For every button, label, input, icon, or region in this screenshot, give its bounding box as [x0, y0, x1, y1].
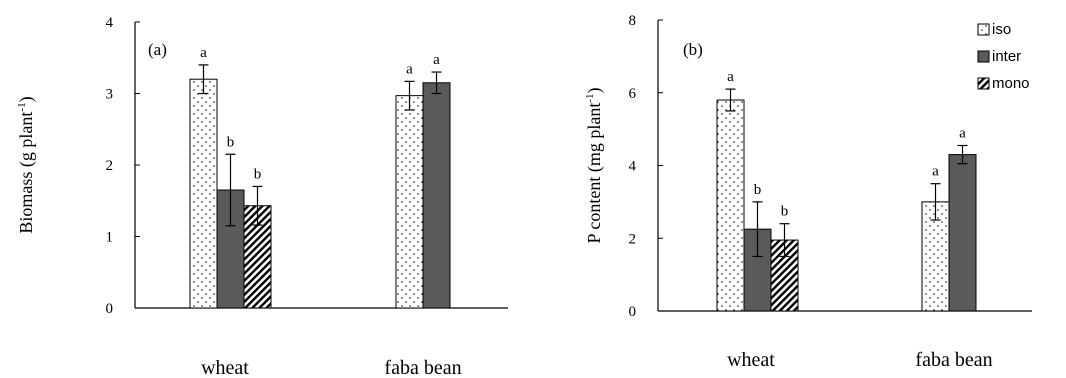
y-tick-label: 4	[629, 159, 637, 175]
bar-inter-faba-bean	[948, 154, 977, 312]
y-axis-title-main: Biomass (g plant	[16, 112, 37, 234]
y-tick-label: 4	[106, 15, 114, 31]
legend-label-iso: iso	[992, 21, 1011, 38]
y-axis-title-end: )	[16, 96, 37, 102]
x-category-label: wheat	[727, 349, 775, 371]
bar-iso-faba-bean	[395, 95, 424, 309]
significance-letter: b	[254, 166, 262, 182]
significance-letter: a	[932, 164, 939, 180]
y-tick-label: 8	[629, 13, 637, 29]
y-tick-label: 6	[629, 86, 637, 102]
significance-letter: b	[754, 182, 762, 198]
significance-letter: a	[433, 52, 440, 68]
x-category-label: faba bean	[915, 349, 992, 371]
bar-iso-wheat	[189, 78, 218, 309]
y-tick-label: 0	[629, 304, 637, 320]
y-axis-title: P content (mg plant-1)	[584, 88, 605, 244]
y-axis-title-sup: -1	[584, 94, 596, 103]
legend-label-mono: mono	[992, 75, 1030, 92]
significance-letter: b	[781, 204, 789, 220]
x-category-label: faba bean	[384, 357, 461, 378]
y-axis-title-end: )	[584, 88, 605, 94]
legend-swatch-iso	[977, 23, 990, 36]
significance-letter: a	[727, 69, 734, 85]
y-tick-label: 3	[106, 87, 114, 103]
y-tick-label: 2	[629, 231, 637, 247]
significance-letter: a	[959, 125, 966, 141]
panel-label: (b)	[683, 40, 703, 59]
bar-iso-wheat	[716, 99, 745, 312]
panel-label: (a)	[148, 40, 167, 59]
legend-swatch-inter	[977, 50, 990, 63]
y-axis-title-main: P content (mg plant	[584, 103, 605, 244]
y-tick-label: 2	[106, 158, 114, 174]
x-category-label: wheat	[201, 357, 249, 378]
chart-panel-a: 0 1 2 3 4 Biomass (g plant-1) (a) wheat faba bea…	[16, 15, 508, 378]
legend: iso inter mono	[977, 21, 1030, 92]
legend-label-inter: inter	[992, 48, 1021, 65]
significance-letter: b	[227, 134, 235, 150]
significance-letter: a	[200, 45, 207, 61]
legend-swatch-mono	[977, 77, 990, 90]
y-axis-title: Biomass (g plant-1)	[16, 96, 37, 233]
y-tick-label: 0	[106, 301, 114, 317]
y-tick-label: 1	[106, 230, 114, 246]
chart-panel-b: 0 2 4 6 8 P content (mg plant-1) (b) wheat faba …	[584, 13, 1032, 371]
y-axis-title-sup: -1	[16, 102, 28, 111]
significance-letter: a	[406, 61, 413, 77]
bar-inter-faba-bean	[422, 82, 451, 309]
